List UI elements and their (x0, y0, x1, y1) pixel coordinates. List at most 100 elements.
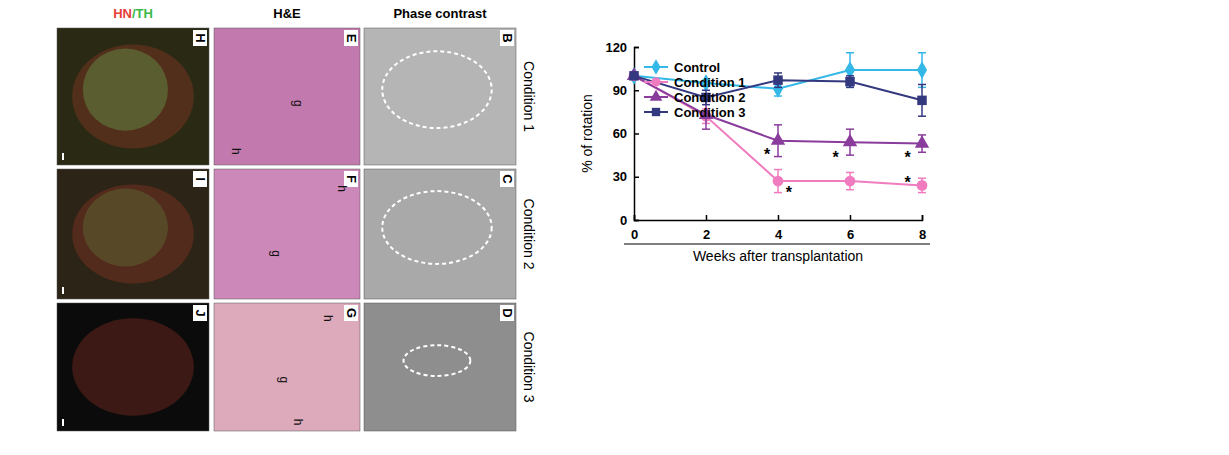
error-bar-cap (846, 154, 854, 156)
error-bar-cap (846, 87, 854, 89)
panel-letter-box (193, 171, 207, 187)
y-tick-label: 30 (613, 169, 627, 184)
panel-image (364, 303, 516, 431)
column-header-part: TH (136, 6, 153, 21)
legend-marker (652, 108, 660, 116)
error-bar-cap (774, 156, 782, 158)
panel-image (364, 28, 516, 165)
x-tick-mark (850, 215, 852, 220)
panel-letter: G (344, 308, 359, 318)
error-bar-cap (846, 189, 854, 191)
image-panel: Gh g h (214, 303, 360, 431)
y-tick-label: 120 (605, 40, 627, 55)
series-marker (843, 134, 857, 146)
series-marker (917, 61, 927, 79)
panel-letter-box (500, 30, 514, 46)
x-axis-title: Weeks after transplantation (693, 248, 863, 264)
error-bar-cap (774, 72, 782, 74)
y-tick-label: 0 (620, 213, 627, 228)
panel-letter: E (344, 34, 359, 43)
image-panel: I (57, 169, 209, 299)
row-label: Condition 2 (521, 199, 537, 270)
tissue-label: h (335, 185, 349, 192)
series-marker (771, 132, 785, 144)
error-bar-cap (702, 128, 710, 130)
legend-item: Control (644, 59, 720, 75)
stain-region (72, 185, 194, 284)
tissue-label: g (291, 100, 305, 107)
x-axis: 02468 (631, 215, 926, 242)
annotation: * (904, 174, 911, 191)
tissue-label: g (269, 250, 283, 257)
panel-image (57, 28, 209, 165)
x-tick-label: 0 (631, 227, 638, 242)
series-marker (629, 70, 640, 81)
tissue-label: g (277, 376, 291, 383)
y-tick: 60 (613, 126, 639, 141)
panel-letter-box (193, 30, 207, 46)
column-header-part: H&E (273, 6, 301, 21)
panel-letter-box (193, 305, 207, 321)
tissue-label: h (229, 148, 243, 155)
tissue-label: h (291, 419, 305, 426)
row-label: Condition 1 (521, 61, 537, 132)
panel-image (214, 303, 360, 431)
legend-label: Control (674, 60, 720, 75)
x-axis-rule (624, 244, 930, 245)
error-bar-cap (918, 192, 926, 194)
error-bar-cap (918, 52, 926, 54)
legend-marker (651, 77, 660, 86)
column-header-part: HN (113, 6, 132, 21)
scale-bar (62, 419, 64, 426)
error-bar-cap (846, 75, 854, 77)
error-bar-cap (846, 128, 854, 130)
y-tick-mark (634, 47, 639, 49)
image-panel: D (364, 303, 516, 431)
x-tick-mark (778, 215, 780, 220)
y-tick: 30 (613, 169, 639, 184)
y-tick: 120 (605, 40, 639, 55)
series (627, 68, 929, 157)
error-bar-cap (774, 192, 782, 194)
series-marker (917, 96, 926, 105)
tissue-label: h (321, 315, 335, 322)
series-marker (845, 77, 854, 86)
y-tick-label: 90 (613, 83, 627, 98)
series-marker (917, 180, 928, 191)
panel-letter: F (344, 175, 359, 183)
error-bar-cap (918, 84, 926, 86)
stain-region (72, 44, 194, 148)
error-bar (918, 84, 926, 116)
error-bar-cap (918, 151, 926, 153)
legend-item: Condition 2 (644, 90, 746, 105)
series-marker (845, 61, 855, 79)
column-header: H&E (273, 6, 301, 21)
panel-letter: D (500, 308, 515, 317)
y-tick-mark (634, 177, 639, 179)
y-tick-label: 60 (613, 126, 627, 141)
series-marker (629, 71, 638, 80)
annotation: * (764, 146, 771, 163)
x-tick-mark (922, 215, 924, 220)
panel-letter-box (500, 171, 514, 187)
image-panel: Eg h (214, 28, 360, 165)
y-tick: 0 (620, 213, 639, 228)
x-tick: 8 (919, 215, 926, 242)
image-panel: H (57, 28, 209, 165)
x-tick-label: 8 (919, 227, 926, 242)
series-line (634, 76, 922, 186)
legend-label: Condition 1 (674, 75, 746, 90)
panel-letter: H (193, 33, 208, 42)
panel-letter: B (500, 33, 515, 42)
error-bar-cap (846, 52, 854, 54)
image-panel: B (364, 28, 516, 165)
panel-letter-box (500, 305, 514, 321)
x-tick-label: 4 (775, 227, 783, 242)
panel-letter-box (344, 305, 358, 321)
error-bar-cap (846, 87, 854, 89)
scale-bar (62, 287, 64, 294)
image-panel: C (364, 169, 516, 299)
panel-image (364, 169, 516, 299)
error-bar-cap (918, 115, 926, 117)
x-tick: 6 (847, 215, 854, 242)
